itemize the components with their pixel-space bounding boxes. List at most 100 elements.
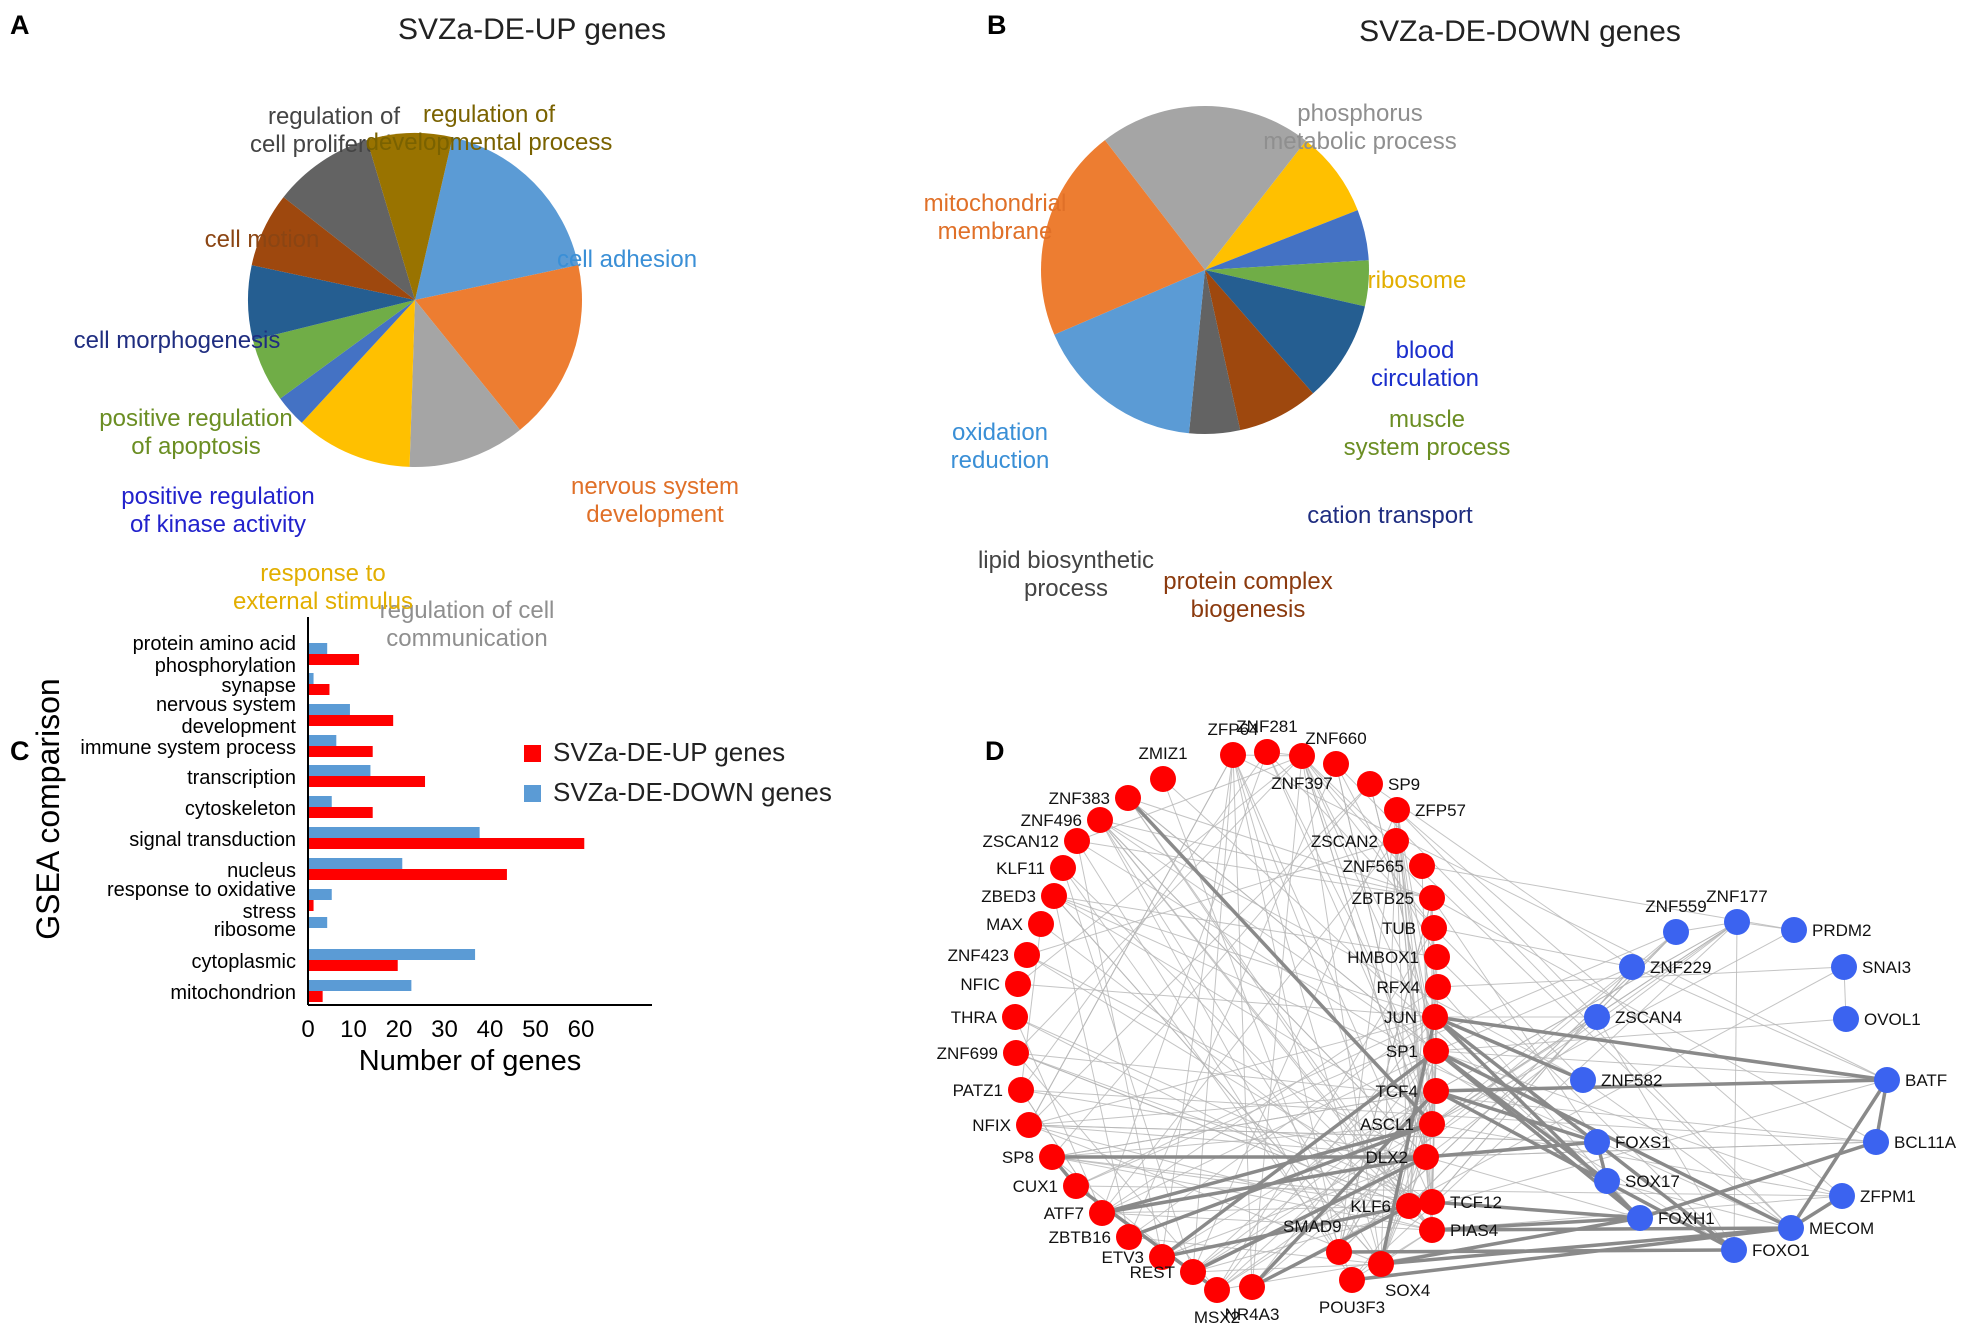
network-edge <box>1161 754 1234 1258</box>
network-edge <box>1099 819 1437 1052</box>
network-node-label: ZBED3 <box>981 887 1036 906</box>
network-node <box>1627 1205 1653 1231</box>
network-node-label: REST <box>1130 1263 1175 1282</box>
network-edge-strong <box>1435 1089 1735 1252</box>
network-node-label: ZMIZ1 <box>1138 744 1187 763</box>
network-edge <box>1232 754 1433 1203</box>
network-node-label: ASCL1 <box>1360 1115 1414 1134</box>
network-edge <box>1351 1229 1433 1281</box>
pie-chart-down: SVZa-DE-DOWN genes ribosome blood circulat… <box>924 15 1681 623</box>
pie-slice <box>247 265 415 341</box>
pie-slice-label: cell morphogenesis <box>74 327 281 354</box>
network-edge-strong <box>1380 1216 1641 1266</box>
network-edge-strong <box>1128 1122 1433 1239</box>
bar-up <box>309 776 426 787</box>
pie-slice-label: cation transport <box>1307 502 1473 529</box>
network-node-label: ZSCAN4 <box>1615 1008 1682 1027</box>
network-node-label: FOXS1 <box>1615 1133 1671 1152</box>
network-edge <box>1251 755 1303 1288</box>
network-node-label: ZFP64 <box>1207 720 1258 739</box>
network-node <box>1721 1237 1747 1263</box>
pie-slice-label: blood circulation <box>1371 337 1479 392</box>
pie-slice-label: nervous system development <box>571 473 739 528</box>
network-edge <box>1028 1124 1598 1143</box>
network-node <box>1016 1112 1042 1138</box>
pie-slice <box>1205 270 1314 431</box>
network-node-label: MSX2 <box>1194 1308 1240 1327</box>
network-edge <box>1431 897 1598 1143</box>
pie-slice-label: positive regulation of kinase activity <box>121 483 314 538</box>
network-edge <box>1232 754 1253 1288</box>
network-edge <box>1395 840 1427 1158</box>
network-edge <box>1431 966 1633 1125</box>
network-edge <box>1062 867 1410 1207</box>
legend-label: SVZa-DE-UP genes <box>553 737 785 767</box>
network-edge-strong <box>1250 1089 1438 1289</box>
network-edge <box>1606 1180 1792 1229</box>
network-node <box>1781 917 1807 943</box>
network-node-label: PIAS4 <box>1450 1221 1498 1240</box>
network-node-label: ZNF177 <box>1706 887 1767 906</box>
network-edge-strong <box>1434 1015 1888 1082</box>
network-node-label: THRA <box>951 1008 998 1027</box>
pie-slice <box>415 265 582 430</box>
network-edge <box>1435 966 1633 1052</box>
network-edge <box>1101 840 1397 1214</box>
network-node <box>1424 944 1450 970</box>
network-node-label: FOXH1 <box>1658 1209 1715 1228</box>
network-node <box>1002 1004 1028 1030</box>
category-label: cytoskeleton <box>185 798 296 820</box>
bar-down <box>309 889 332 900</box>
bar-up <box>309 684 330 695</box>
network-edge <box>1099 819 1433 899</box>
pie-slice <box>1205 260 1369 307</box>
network-edge <box>1338 809 1398 1253</box>
network-node <box>1833 1006 1859 1032</box>
network-edge <box>1301 755 1435 929</box>
bar-down <box>309 917 328 928</box>
network-edge <box>1301 755 1792 1229</box>
network-edge <box>1101 751 1268 1214</box>
network-edge <box>1216 1090 1437 1291</box>
category-label: transcription <box>187 767 296 789</box>
network-node-label: SOX4 <box>1385 1281 1430 1300</box>
network-edge <box>1076 755 1303 842</box>
network-node-label: ZBTB25 <box>1352 889 1414 908</box>
network-node-label: ZNF397 <box>1271 774 1332 793</box>
bar-down <box>309 673 314 684</box>
network-edge <box>1020 1089 1427 1158</box>
network-node <box>1423 1078 1449 1104</box>
x-tick-label: 20 <box>386 1016 413 1043</box>
network-edge <box>1127 797 1433 899</box>
network-edge <box>1076 840 1163 1258</box>
network-node <box>1663 919 1689 945</box>
network-edge <box>1028 783 1371 1126</box>
network-node <box>1419 1111 1445 1137</box>
pie-slice <box>280 300 415 423</box>
network-edge <box>1053 895 1130 1238</box>
panel-letter-b: B <box>987 10 1007 40</box>
network-node-label: FOXO1 <box>1752 1241 1810 1260</box>
network-node-label: NFIC <box>960 975 1000 994</box>
network-edge <box>1192 1050 1437 1273</box>
network-edge <box>1099 819 1584 1081</box>
x-tick-label: 60 <box>568 1016 595 1043</box>
network-node <box>1419 885 1445 911</box>
pie-slice-label: oxidation reduction <box>951 419 1050 474</box>
category-label: cytoplasmic <box>192 951 296 973</box>
network-node <box>1831 954 1857 980</box>
network-node-label: BATF <box>1905 1071 1947 1090</box>
network-edge-strong <box>1434 1049 1609 1183</box>
network-edge-strong <box>1435 1089 1598 1144</box>
pie-slice-label: phosphorus metabolic process <box>1263 100 1456 155</box>
pie-slice-label: protein complex biogenesis <box>1163 568 1332 623</box>
bar-down <box>309 643 328 654</box>
network-edge-strong <box>1351 1226 1792 1282</box>
network-node-label: ZNF660 <box>1305 729 1366 748</box>
network-node <box>1089 1200 1115 1226</box>
network-edge <box>1596 1016 1735 1251</box>
network-edge <box>1351 1205 1410 1281</box>
pie-slice <box>1041 140 1205 335</box>
network-edges <box>1014 751 1889 1292</box>
